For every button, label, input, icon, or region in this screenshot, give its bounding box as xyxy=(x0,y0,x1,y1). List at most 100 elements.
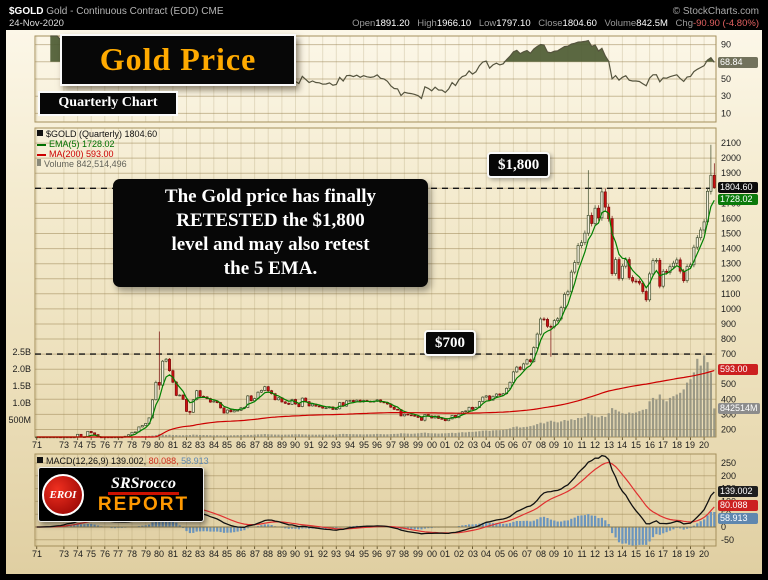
year-label: 92 xyxy=(317,440,328,450)
copyright-text: © StockCharts.com xyxy=(672,6,759,17)
year-label: 75 xyxy=(85,440,96,450)
volume-label: Volume xyxy=(604,18,637,29)
year-label: 74 xyxy=(72,549,83,559)
year-label: 85 xyxy=(221,549,232,559)
legend-ma-label: MA(200) xyxy=(49,149,84,159)
volume-value: 842.5M xyxy=(636,18,668,29)
close-label: Close xyxy=(538,18,563,29)
legend-ema-value: 1728.02 xyxy=(82,139,115,149)
year-label: 05 xyxy=(494,549,505,559)
year-label: 03 xyxy=(467,440,478,450)
year-label: 02 xyxy=(453,440,464,450)
year-label: 83 xyxy=(194,549,205,559)
year-label: 19 xyxy=(684,549,695,559)
chg-label: Chg xyxy=(675,18,693,29)
year-label: 86 xyxy=(235,549,246,559)
year-label: 82 xyxy=(181,549,192,559)
year-label: 71 xyxy=(31,549,42,559)
year-label: 79 xyxy=(140,549,151,559)
year-label: 90 xyxy=(289,440,300,450)
year-label: 04 xyxy=(480,549,491,559)
year-label: 99 xyxy=(412,549,423,559)
year-label: 09 xyxy=(548,440,559,450)
year-label: 07 xyxy=(521,549,532,559)
year-label: 16 xyxy=(644,549,655,559)
high-value: 1966.10 xyxy=(436,18,472,29)
low-value: 1797.10 xyxy=(496,18,531,29)
last-price-tag: 1804.60 xyxy=(718,182,758,193)
year-label: 84 xyxy=(208,440,219,450)
year-label: 13 xyxy=(603,549,614,559)
year-label: 88 xyxy=(262,549,273,559)
year-label: 11 xyxy=(577,440,587,450)
chart-header: $GOLD Gold - Continuous Contract (EOD) C… xyxy=(6,5,762,30)
year-label: 85 xyxy=(221,440,232,450)
year-label: 91 xyxy=(303,440,314,450)
year-label: 06 xyxy=(507,549,518,559)
legend-volume-value: 842,514,496 xyxy=(76,159,127,169)
ticker-symbol: $GOLD xyxy=(9,6,44,17)
year-label: 12 xyxy=(589,440,600,450)
year-label: 01 xyxy=(439,440,450,450)
year-label: 78 xyxy=(126,549,137,559)
year-label: 80 xyxy=(153,440,164,450)
year-label: 84 xyxy=(208,549,219,559)
year-label: 73 xyxy=(58,440,69,450)
year-label: 94 xyxy=(344,549,355,559)
year-label: 19 xyxy=(684,440,695,450)
level-1800-label: $1,800 xyxy=(487,152,551,178)
year-label: 03 xyxy=(467,549,478,559)
legend-ma-value: 593.00 xyxy=(86,149,114,159)
year-label: 98 xyxy=(398,549,409,559)
eroi-badge: EROI xyxy=(42,473,84,516)
year-label: 87 xyxy=(249,440,260,450)
legend-close: 1804.60 xyxy=(124,129,158,139)
year-label: 15 xyxy=(630,440,641,450)
year-label: 10 xyxy=(562,440,573,450)
annotation-line: the 5 EMA. xyxy=(223,258,318,279)
macd-signal-tag: 80.088 xyxy=(718,500,758,511)
year-label: 88 xyxy=(262,440,273,450)
main-panel-legend: $GOLD (Quarterly) 1804.60 EMA(5) 1728.02… xyxy=(37,129,157,169)
year-label: 09 xyxy=(548,549,559,559)
macd-legend-v1: 139.002, xyxy=(111,456,147,466)
year-label: 04 xyxy=(480,440,491,450)
year-label: 75 xyxy=(85,549,96,559)
open-label: Open xyxy=(352,18,376,29)
year-label: 18 xyxy=(671,440,682,450)
macd-panel-legend: MACD(12,26,9) 139.002, 80.088, 58.913 xyxy=(37,456,209,466)
year-label: 93 xyxy=(330,440,341,450)
close-value: 1804.60 xyxy=(562,18,597,29)
year-label: 97 xyxy=(385,440,396,450)
year-label: 97 xyxy=(385,549,396,559)
year-label: 91 xyxy=(303,549,314,559)
year-label: 93 xyxy=(330,549,341,559)
year-label: 98 xyxy=(398,440,409,450)
ema-value-tag: 1728.02 xyxy=(718,194,758,205)
low-label: Low xyxy=(478,18,497,29)
main-xaxis-labels: 71 73 74 75 76 77 78 79 80 81 82 83 84 85 86 87 88 89 90 91… xyxy=(0,440,768,451)
year-label: 86 xyxy=(235,440,246,450)
year-label: 05 xyxy=(494,440,505,450)
year-label: 80 xyxy=(153,549,164,559)
open-value: 1891.20 xyxy=(375,18,410,29)
ma-legend-swatch xyxy=(37,154,46,156)
logo-name: SRSrocco xyxy=(108,475,179,495)
year-label: 78 xyxy=(126,440,137,450)
quarterly-chart-box: Quarterly Chart xyxy=(38,91,178,116)
year-label: 11 xyxy=(577,549,587,559)
year-label: 77 xyxy=(112,440,123,450)
year-label: 82 xyxy=(181,440,192,450)
year-label: 16 xyxy=(644,440,655,450)
volume-value-tag: 842514M xyxy=(718,403,760,414)
high-label: High xyxy=(417,18,437,29)
ticker-name: Gold - Continuous Contract (EOD) xyxy=(46,6,199,17)
year-label: 95 xyxy=(358,440,369,450)
year-label: 74 xyxy=(72,440,83,450)
year-label: 89 xyxy=(276,549,287,559)
year-label: 00 xyxy=(426,549,437,559)
ema-legend-swatch xyxy=(37,144,46,146)
year-label: 87 xyxy=(249,549,260,559)
year-label: 73 xyxy=(58,549,69,559)
